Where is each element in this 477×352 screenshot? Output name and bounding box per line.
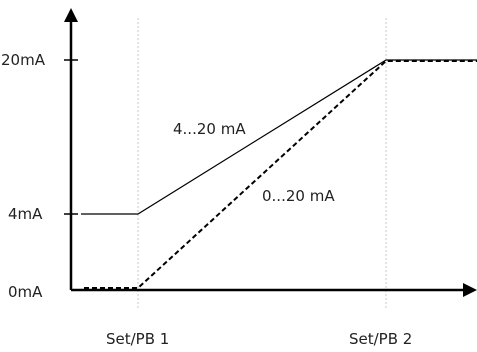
- x-tick-label-setpb1: Set/PB 1: [106, 330, 169, 348]
- y-tick-label-0ma: 0mA: [8, 283, 43, 301]
- curve-0-20ma: [84, 60, 477, 289]
- y-tick-label-20ma: 20mA: [1, 51, 46, 69]
- x-axis-arrow: [463, 283, 477, 297]
- x-tick-label-setpb2: Set/PB 2: [349, 330, 412, 348]
- curve-label-4-20ma: 4...20 mA: [173, 120, 246, 138]
- y-axis-arrow: [64, 8, 78, 22]
- y-tick-label-4ma: 4mA: [8, 205, 43, 223]
- curve-label-0-20ma: 0...20 mA: [262, 187, 335, 205]
